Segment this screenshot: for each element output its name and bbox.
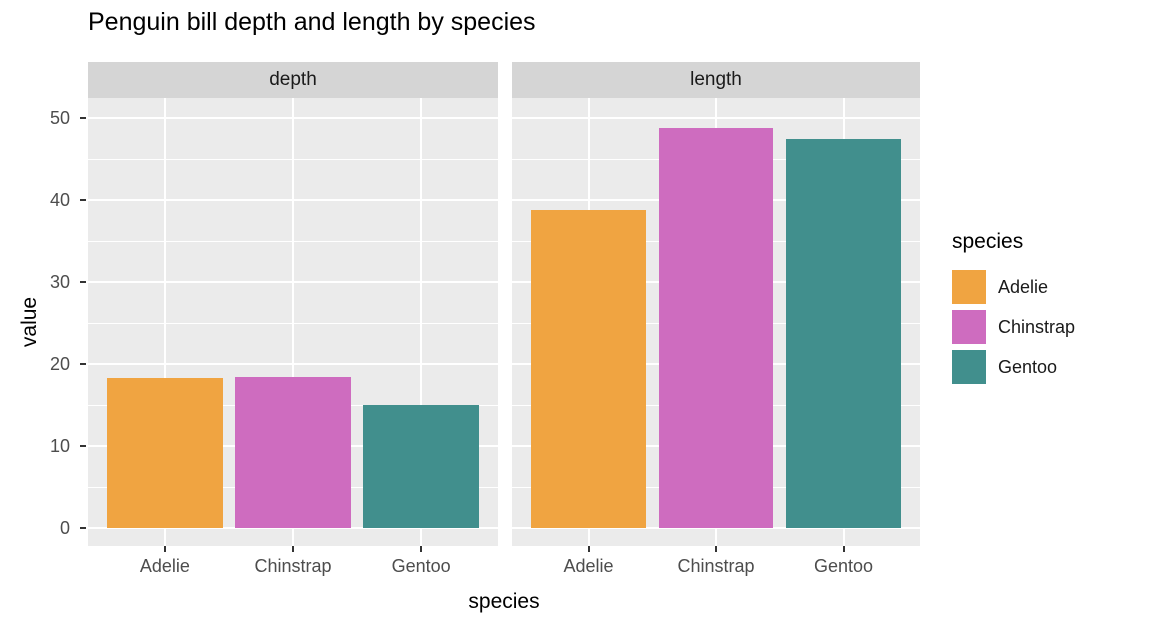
y-tick-mark xyxy=(80,199,86,201)
y-tick-mark xyxy=(80,527,86,529)
bar-depth-chinstrap xyxy=(235,377,351,528)
y-tick-mark xyxy=(80,445,86,447)
x-tick-label: Chinstrap xyxy=(254,556,332,576)
x-axis-depth: Adelie Chinstrap Gentoo xyxy=(88,546,498,590)
facet-panel-depth: depth Adelie Chinstrap Gentoo xyxy=(88,62,498,622)
facet-strip-depth: depth xyxy=(88,62,498,98)
x-tick-mark xyxy=(842,546,845,552)
gridline-vertical xyxy=(420,98,423,546)
legend-item: Adelie xyxy=(952,270,1075,304)
x-axis-length: Adelie Chinstrap Gentoo xyxy=(512,546,920,590)
y-tick-label: 30 xyxy=(49,272,70,292)
y-tick-label: 10 xyxy=(49,436,70,456)
x-tick-mark xyxy=(587,546,590,552)
x-tick-label: Adelie xyxy=(563,556,614,576)
legend-item: Gentoo xyxy=(952,350,1075,384)
facet-strip-label: depth xyxy=(269,69,317,90)
legend-label: Adelie xyxy=(998,276,1049,297)
x-tick-label: Gentoo xyxy=(391,556,451,576)
bar-depth-gentoo xyxy=(363,405,479,528)
legend-swatch-adelie xyxy=(952,270,986,304)
y-axis: 0 10 20 30 40 50 xyxy=(0,98,86,546)
facet-panel-length: length Adelie Chinstrap Gentoo xyxy=(512,62,920,622)
x-tick-mark xyxy=(292,546,294,552)
bar-length-chinstrap xyxy=(658,127,774,528)
x-tick-label: Chinstrap xyxy=(677,556,755,576)
plot-area-length xyxy=(512,98,920,546)
y-tick-label: 0 xyxy=(59,518,70,538)
plot-area-depth xyxy=(88,98,498,546)
facet-strip-label: length xyxy=(690,69,742,90)
legend-items: Adelie Chinstrap Gentoo xyxy=(952,270,1075,384)
facet-strip-length: length xyxy=(512,62,920,98)
legend-label: Gentoo xyxy=(998,356,1058,377)
gridline-vertical xyxy=(163,98,166,546)
y-tick-label: 40 xyxy=(49,190,70,210)
x-tick-label: Gentoo xyxy=(813,556,874,576)
legend: species Adelie Chinstrap Gentoo xyxy=(952,230,1075,390)
y-tick-label: 50 xyxy=(49,108,70,128)
y-tick-mark xyxy=(80,117,86,119)
legend-item: Chinstrap xyxy=(952,310,1075,344)
y-tick-label: 20 xyxy=(49,354,70,374)
legend-swatch-gentoo xyxy=(952,350,986,384)
legend-swatch-chinstrap xyxy=(952,310,986,344)
x-tick-mark xyxy=(163,546,166,552)
x-tick-label: Adelie xyxy=(139,556,190,576)
x-tick-mark xyxy=(715,546,717,552)
chart-title: Penguin bill depth and length by species xyxy=(88,8,536,36)
legend-label: Chinstrap xyxy=(998,316,1076,337)
x-tick-mark xyxy=(420,546,423,552)
legend-title: species xyxy=(952,230,1024,253)
gridline-vertical xyxy=(292,98,294,546)
y-tick-mark xyxy=(80,363,86,365)
bar-depth-adelie xyxy=(107,377,223,528)
bar-length-adelie xyxy=(531,209,646,528)
x-axis-title: species xyxy=(468,590,540,613)
y-tick-mark xyxy=(80,281,86,283)
bar-length-gentoo xyxy=(786,138,901,528)
